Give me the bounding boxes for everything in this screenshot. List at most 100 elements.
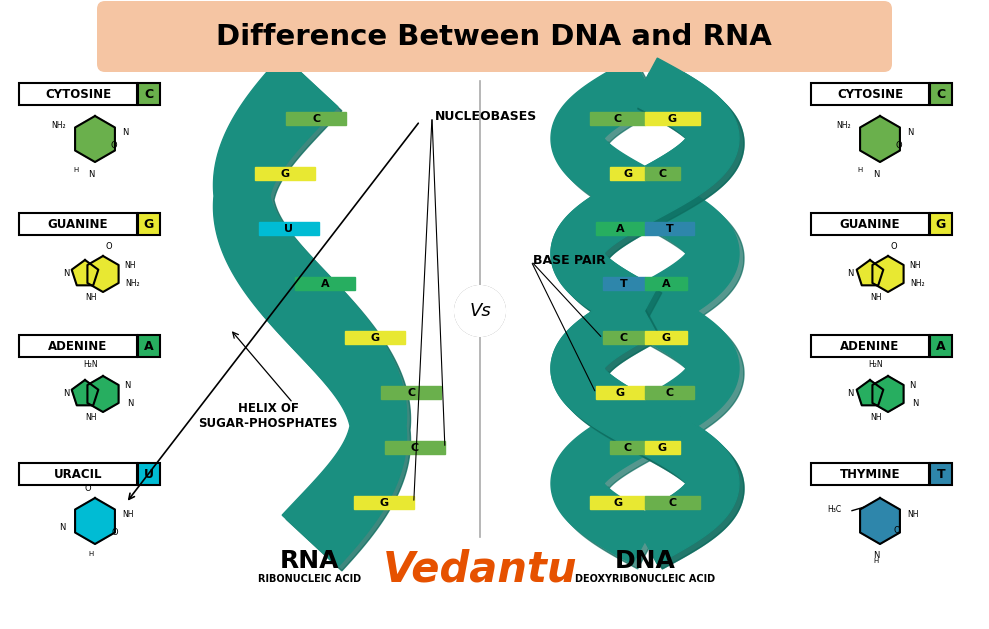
Text: N: N	[88, 170, 94, 179]
Text: N: N	[62, 389, 69, 399]
Bar	[286, 112, 346, 125]
Bar	[590, 112, 645, 125]
Text: URACIL: URACIL	[53, 467, 102, 481]
Text: NH: NH	[124, 260, 135, 269]
Text: C: C	[613, 114, 622, 124]
Text: G: G	[936, 218, 946, 230]
Text: A: A	[144, 340, 154, 352]
Text: ADENINE: ADENINE	[48, 340, 108, 352]
Polygon shape	[551, 58, 739, 564]
Polygon shape	[556, 63, 744, 338]
Bar	[645, 221, 694, 235]
Text: N: N	[122, 128, 129, 136]
FancyBboxPatch shape	[811, 83, 929, 105]
Bar	[385, 441, 445, 454]
FancyBboxPatch shape	[930, 213, 952, 235]
Bar	[645, 112, 699, 125]
Text: NH₂: NH₂	[837, 121, 851, 130]
Text: N: N	[909, 381, 916, 389]
Bar	[354, 496, 413, 509]
Bar	[295, 277, 355, 289]
FancyBboxPatch shape	[930, 463, 952, 485]
Polygon shape	[860, 116, 900, 162]
Text: H₂N: H₂N	[84, 360, 98, 369]
Text: RIBONUCLEIC ACID: RIBONUCLEIC ACID	[258, 574, 362, 584]
Text: Difference Between DNA and RNA: Difference Between DNA and RNA	[217, 23, 771, 51]
Text: H: H	[873, 558, 878, 564]
Text: O: O	[893, 526, 900, 535]
Text: NH: NH	[122, 509, 134, 518]
Polygon shape	[71, 380, 98, 405]
FancyBboxPatch shape	[97, 1, 892, 72]
Text: A: A	[320, 279, 329, 289]
Bar	[259, 221, 318, 235]
Polygon shape	[856, 380, 883, 405]
Text: U: U	[144, 467, 154, 481]
Text: NH: NH	[870, 293, 882, 302]
FancyBboxPatch shape	[19, 463, 137, 485]
Text: N: N	[873, 551, 879, 560]
Text: G: G	[281, 169, 290, 179]
Text: G: G	[379, 498, 389, 508]
Polygon shape	[556, 63, 744, 569]
Text: CYTOSINE: CYTOSINE	[45, 87, 111, 101]
Text: HELIX OF
SUGAR-PHOSPHATES: HELIX OF SUGAR-PHOSPHATES	[199, 402, 337, 430]
Text: A: A	[616, 224, 625, 234]
Bar	[590, 496, 645, 509]
FancyBboxPatch shape	[811, 335, 929, 357]
Text: C: C	[410, 443, 419, 453]
Text: H: H	[73, 167, 78, 173]
Polygon shape	[87, 256, 119, 292]
Bar	[255, 167, 315, 180]
Bar	[382, 386, 441, 399]
FancyBboxPatch shape	[811, 463, 929, 485]
FancyBboxPatch shape	[138, 83, 160, 105]
Circle shape	[455, 286, 505, 336]
Text: BASE PAIR: BASE PAIR	[533, 255, 605, 267]
Text: N: N	[59, 523, 66, 532]
Polygon shape	[551, 58, 739, 564]
Bar	[602, 331, 645, 345]
Text: H: H	[857, 167, 863, 173]
Text: C: C	[407, 388, 415, 398]
Text: CYTOSINE: CYTOSINE	[837, 87, 903, 101]
Text: NH: NH	[909, 260, 921, 269]
Text: N: N	[127, 399, 134, 408]
Text: T: T	[620, 279, 628, 289]
Text: C: C	[937, 87, 945, 101]
Text: NH₂: NH₂	[910, 279, 925, 287]
Text: NH: NH	[870, 413, 882, 422]
Text: O: O	[890, 242, 897, 251]
Polygon shape	[856, 260, 883, 286]
Bar	[645, 331, 687, 345]
Text: O: O	[105, 242, 112, 251]
Polygon shape	[556, 63, 744, 569]
Bar	[645, 167, 679, 180]
Text: Vs: Vs	[469, 302, 491, 320]
Bar	[645, 496, 699, 509]
Polygon shape	[556, 293, 744, 569]
Text: NH₂: NH₂	[51, 121, 66, 130]
Text: G: G	[662, 333, 671, 343]
Text: C: C	[659, 169, 667, 179]
FancyBboxPatch shape	[138, 335, 160, 357]
Text: N: N	[912, 399, 919, 408]
Text: N: N	[124, 381, 131, 389]
Bar	[645, 386, 694, 399]
Text: U: U	[284, 224, 293, 234]
Bar	[602, 277, 645, 289]
FancyBboxPatch shape	[930, 335, 952, 357]
Text: N: N	[62, 269, 69, 279]
Bar	[596, 221, 645, 235]
Text: C: C	[620, 333, 628, 343]
Text: ADENINE: ADENINE	[841, 340, 900, 352]
Polygon shape	[218, 59, 410, 571]
Polygon shape	[860, 498, 900, 544]
Text: O: O	[895, 142, 902, 150]
Text: Vedantu: Vedantu	[383, 548, 578, 590]
Text: A: A	[937, 340, 945, 352]
Bar	[610, 441, 645, 454]
Bar	[610, 167, 645, 180]
Text: N: N	[873, 170, 879, 179]
Text: G: G	[613, 498, 622, 508]
